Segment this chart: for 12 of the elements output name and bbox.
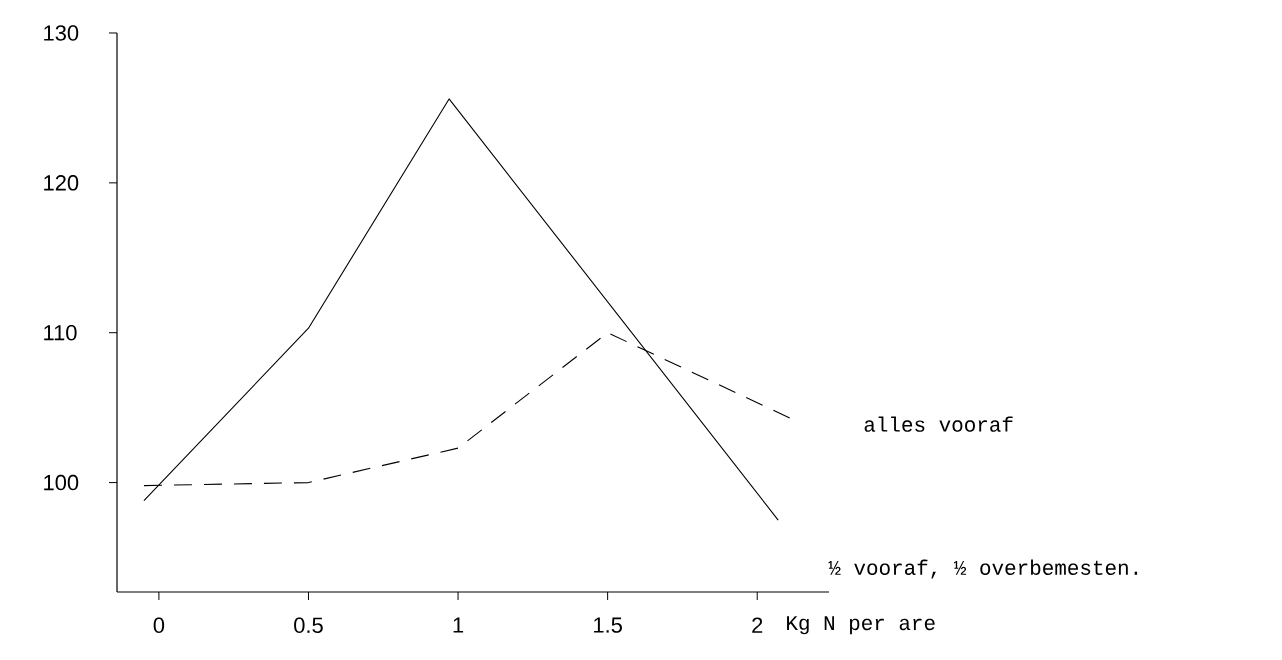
y-tick-label: 120 [44, 175, 79, 191]
text: alles vooraf [864, 416, 1013, 432]
y-tick-label: 130 [44, 25, 79, 41]
text: ½ vooraf, ½ overbemesten. [828, 559, 1138, 579]
x-axis-title: Kg N per are [787, 616, 935, 635]
x-tick-label: 1 [453, 617, 464, 633]
x-tick-label: 0.5 [294, 617, 323, 634]
y-tick-label: 100 [44, 474, 79, 491]
y-tick-label: 110 [44, 324, 77, 341]
x-tick-label: 0 [153, 617, 165, 634]
x-tick-label: 1.5 [594, 617, 622, 633]
x-tick-label: 2 [752, 617, 763, 633]
